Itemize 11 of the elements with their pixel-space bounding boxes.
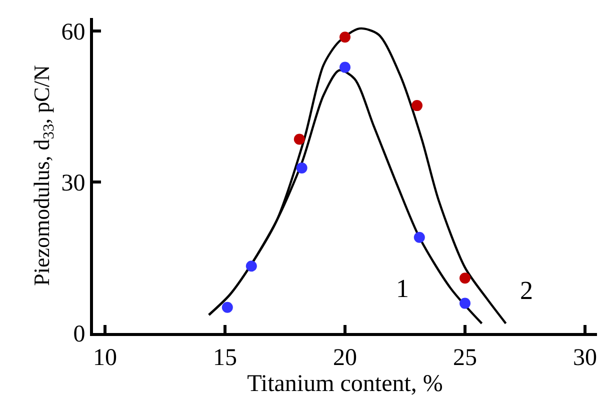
y-tick-label: 60 [61,19,86,46]
x-tick-label: 20 [333,344,357,371]
x-tick-label: 15 [213,344,237,371]
series-label: 2 [520,276,533,305]
x-tick-label: 10 [93,344,117,371]
y-tick-label: 30 [61,170,86,196]
x-axis-title: Titanium content, % [247,370,443,397]
x-tick-label: 25 [453,344,477,371]
series-label: 1 [396,274,409,303]
y-tick-label: 0 [73,321,86,348]
x-tick-label: 30 [573,344,597,371]
